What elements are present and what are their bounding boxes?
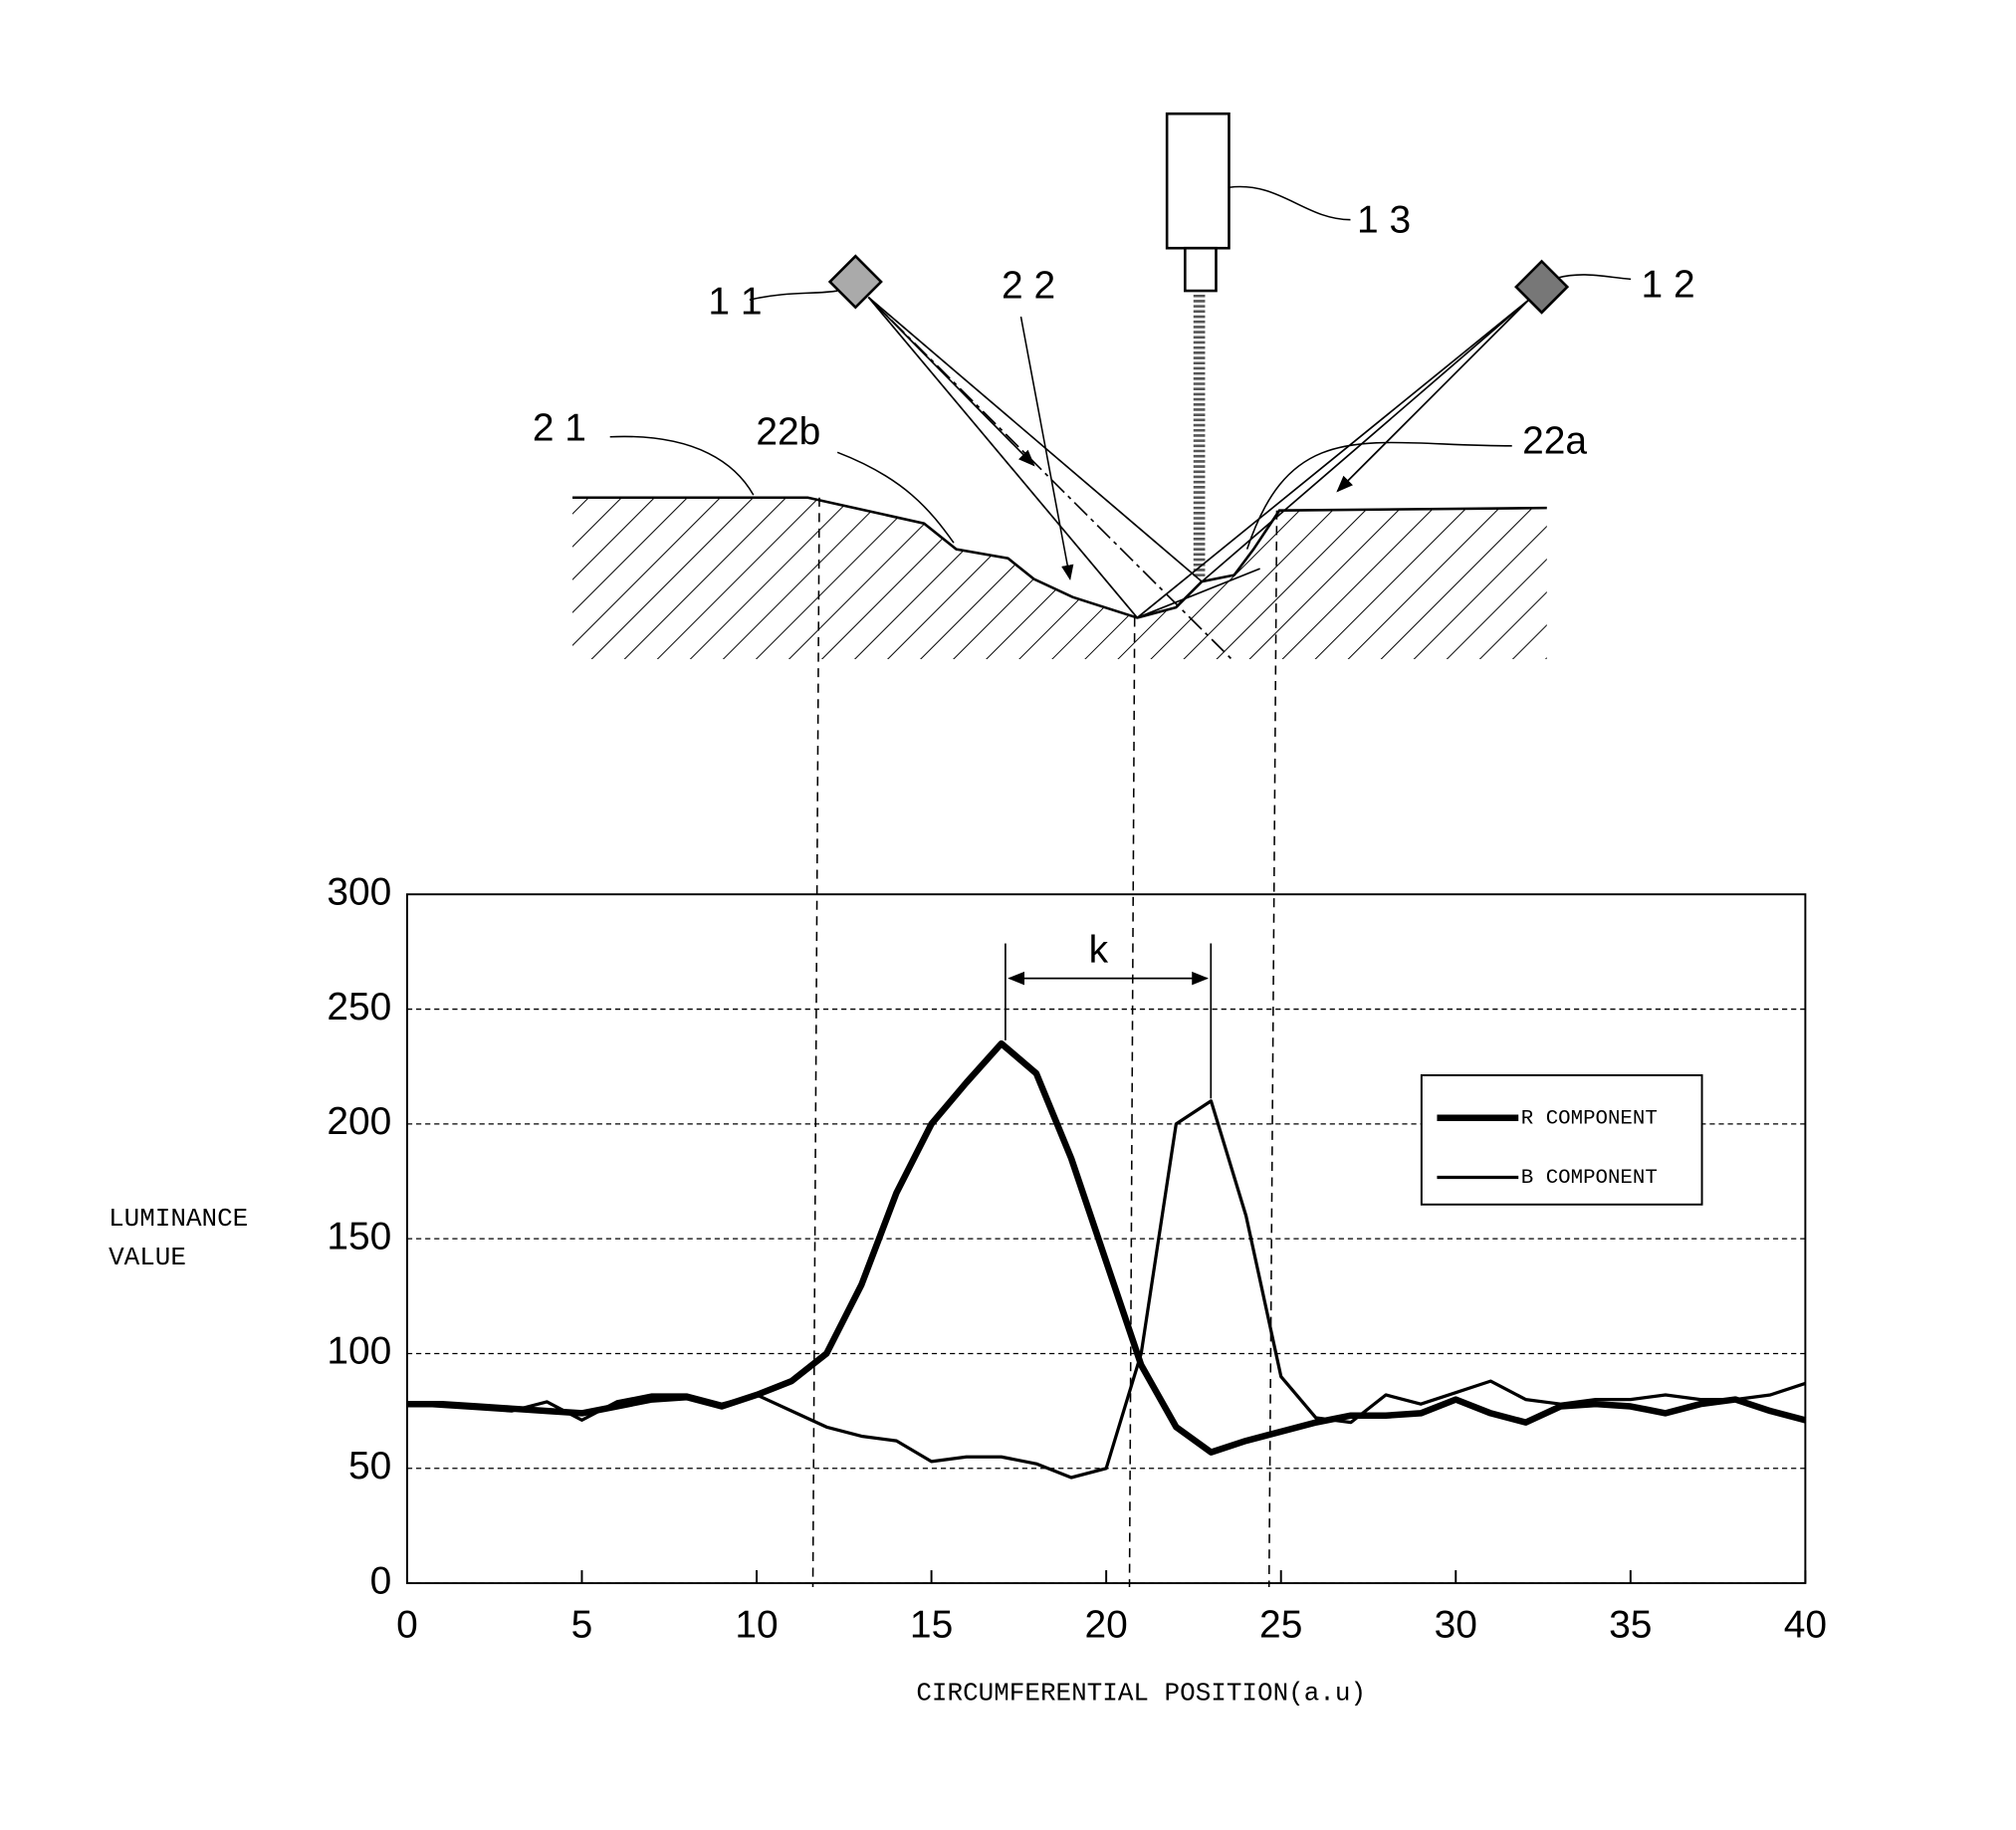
y-tick-label: 50 bbox=[348, 1445, 391, 1487]
x-tick-label: 20 bbox=[1084, 1603, 1127, 1646]
y-tick-label: 300 bbox=[327, 871, 391, 914]
guide-line bbox=[1130, 617, 1135, 1587]
diagram bbox=[572, 114, 1631, 1587]
legend-label: R COMPONENT bbox=[1521, 1107, 1658, 1130]
y-tick-label: 200 bbox=[327, 1100, 391, 1143]
annotation: k bbox=[1089, 929, 1109, 972]
x-tick-label: 40 bbox=[1784, 1603, 1827, 1646]
leader bbox=[1020, 317, 1069, 578]
plot: 0 50 100 150 200 250 300 0 5 10 15 20 25 30 35 40 bbox=[327, 871, 1827, 1647]
label: 2 1 bbox=[533, 407, 586, 450]
y-axis-title: VALUE bbox=[109, 1243, 186, 1272]
x-tick-label: 10 bbox=[735, 1603, 778, 1646]
label: 22a bbox=[1522, 420, 1587, 463]
x-tick-label: 0 bbox=[396, 1603, 418, 1646]
label: 1 2 bbox=[1642, 263, 1695, 306]
label: 22b bbox=[756, 410, 820, 453]
legend-label: B COMPONENT bbox=[1521, 1167, 1658, 1190]
leader bbox=[1229, 186, 1350, 219]
camera bbox=[1167, 114, 1229, 248]
lens bbox=[1185, 248, 1216, 291]
y-tick-label: 100 bbox=[327, 1330, 391, 1373]
y-tick-label: 250 bbox=[327, 986, 391, 1029]
label: 1 3 bbox=[1357, 199, 1411, 242]
y-axis-title: LUMINANCE bbox=[109, 1204, 248, 1234]
x-axis-title: CIRCUMFERENTIAL POSITION(a.u) bbox=[916, 1678, 1366, 1708]
leader bbox=[610, 436, 754, 495]
leader bbox=[1557, 275, 1631, 279]
label: 2 2 bbox=[1002, 265, 1055, 308]
y-tick-label: 150 bbox=[327, 1215, 391, 1258]
ray bbox=[868, 298, 1033, 466]
legend: R COMPONENT B COMPONENT bbox=[1422, 1075, 1702, 1205]
x-tick-label: 30 bbox=[1435, 1603, 1477, 1646]
x-tick-label: 35 bbox=[1609, 1603, 1652, 1646]
leader bbox=[750, 291, 837, 300]
y-tick-label: 0 bbox=[370, 1559, 392, 1602]
ray bbox=[1337, 300, 1528, 491]
x-tick-label: 5 bbox=[571, 1603, 593, 1646]
label: 1 1 bbox=[708, 280, 762, 323]
x-tick-label: 25 bbox=[1259, 1603, 1302, 1646]
diagram-labels: 1 1 1 2 1 3 2 2 2 1 22b 22a bbox=[533, 199, 1695, 463]
figure: 1 1 1 2 1 3 2 2 2 1 22b 22a 050100150200… bbox=[0, 0, 2016, 1830]
x-tick-label: 15 bbox=[910, 1603, 953, 1646]
light-11 bbox=[830, 256, 881, 307]
guide-line bbox=[1269, 511, 1277, 1587]
